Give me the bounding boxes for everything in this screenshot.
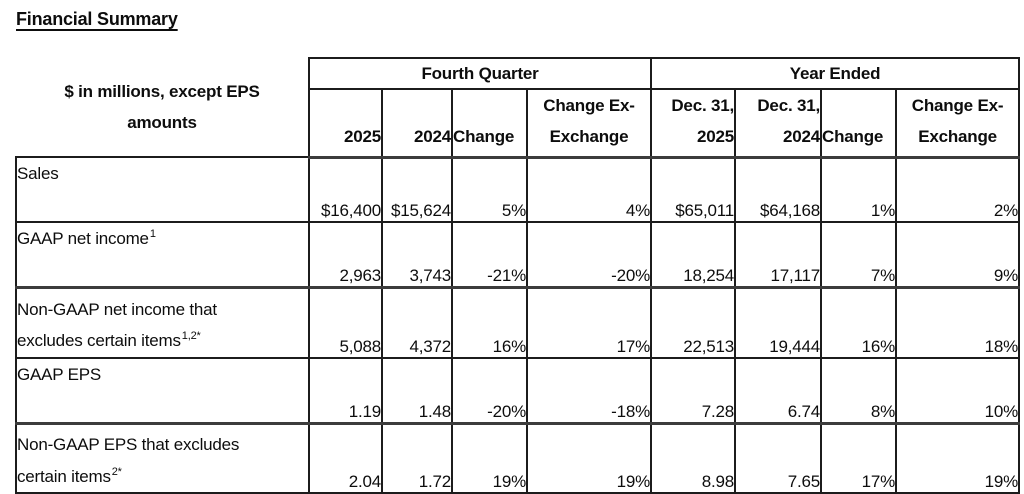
value-cell: 19% xyxy=(895,421,1021,494)
row-label: GAAP EPS xyxy=(15,356,310,425)
value-cell: 16% xyxy=(820,286,898,359)
value-cell: 19% xyxy=(525,421,653,494)
value-cell: 1% xyxy=(820,156,898,224)
value-cell: -21% xyxy=(451,221,528,289)
value-cell: 19% xyxy=(451,421,528,494)
table-row-non-gaap-net-income: Non-GAAP net income that excludes certai… xyxy=(15,286,1021,359)
table-row-gaap-eps: GAAP EPS 1.19 1.48 -20% -18% 7.28 6.74 8… xyxy=(15,356,1021,425)
group-header-year-ended: Year Ended xyxy=(650,57,1021,90)
value-cell: -20% xyxy=(525,221,653,289)
value-cell: 1.48 xyxy=(381,356,453,425)
value-cell: 10% xyxy=(895,356,1021,425)
row-label: Non-GAAP EPS that excludes certain items… xyxy=(15,421,310,494)
row-label: Non-GAAP net income that excludes certai… xyxy=(15,286,310,359)
value-cell: 7% xyxy=(820,221,898,289)
value-cell: 9% xyxy=(895,221,1021,289)
value-cell: 17% xyxy=(820,421,898,494)
group-header-fourth-quarter: Fourth Quarter xyxy=(307,57,653,90)
footnote-superscript: 1 xyxy=(149,228,156,241)
footnote-superscript: 2* xyxy=(111,465,122,478)
value-cell: 22,513 xyxy=(650,286,737,359)
value-cell: $65,011 xyxy=(650,156,737,224)
value-cell: 18,254 xyxy=(650,221,737,289)
value-cell: 1.19 xyxy=(308,356,383,425)
value-cell: 5,088 xyxy=(308,286,383,359)
footnote-superscript: 1,2* xyxy=(181,330,201,343)
value-cell: 16% xyxy=(451,286,528,359)
col-header-ye-dec-31-2025: Dec. 31, 2025 xyxy=(650,87,737,159)
row-label: GAAP net income1 xyxy=(15,221,310,289)
value-cell: 4,372 xyxy=(381,286,453,359)
col-header-ye-change: Change xyxy=(820,87,898,159)
value-cell: 1.72 xyxy=(381,421,453,494)
financial-summary-table: $ in millions, except EPS amounts Fourth… xyxy=(15,57,1021,494)
value-cell: 17% xyxy=(525,286,653,359)
value-cell: 7.65 xyxy=(734,421,823,494)
value-cell: 2.04 xyxy=(308,421,383,494)
value-cell: 2% xyxy=(895,156,1021,224)
col-header-fq-2025: 2025 xyxy=(308,87,383,159)
value-cell: 5% xyxy=(451,156,528,224)
stub-header-line2: amounts xyxy=(127,113,197,133)
stub-header-line1: $ in millions, except EPS xyxy=(64,81,260,101)
col-header-fq-change-ex-exchange: Change Ex- Exchange xyxy=(525,87,653,159)
value-cell: $16,400 xyxy=(308,156,383,224)
col-header-ye-change-ex-exchange: Change Ex- Exchange xyxy=(895,87,1021,159)
value-cell: 8.98 xyxy=(650,421,737,494)
value-cell: 6.74 xyxy=(734,356,823,425)
page: Financial Summary $ in millions, except … xyxy=(15,9,1021,494)
table-row-gaap-net-income: GAAP net income1 2,963 3,743 -21% -20% 1… xyxy=(15,221,1021,289)
col-header-fq-2024: 2024 xyxy=(381,87,453,159)
value-cell: 19,444 xyxy=(734,286,823,359)
value-cell: 3,743 xyxy=(381,221,453,289)
value-cell: -20% xyxy=(451,356,528,425)
value-cell: 2,963 xyxy=(308,221,383,289)
column-header-row: 2025 2024 Change Change Ex- Exchange Dec… xyxy=(16,87,1021,159)
value-cell: 18% xyxy=(895,286,1021,359)
value-cell: $64,168 xyxy=(734,156,823,224)
value-cell: -18% xyxy=(525,356,653,425)
col-header-ye-dec-31-2024: Dec. 31, 2024 xyxy=(734,87,823,159)
value-cell: $15,624 xyxy=(381,156,453,224)
col-header-fq-change: Change xyxy=(451,87,528,159)
value-cell: 7.28 xyxy=(650,356,737,425)
group-header-row: $ in millions, except EPS amounts Fourth… xyxy=(16,57,1021,159)
value-cell: 4% xyxy=(525,156,653,224)
row-label: Sales xyxy=(15,156,310,224)
table-row-sales: Sales $16,400 $15,624 5% 4% $65,011 $64,… xyxy=(15,156,1021,224)
value-cell: 8% xyxy=(820,356,898,425)
value-cell: 17,117 xyxy=(734,221,823,289)
page-title: Financial Summary xyxy=(16,9,178,29)
table-row-non-gaap-eps: Non-GAAP EPS that excludes certain items… xyxy=(15,421,1021,494)
stub-header: $ in millions, except EPS amounts xyxy=(16,58,310,159)
